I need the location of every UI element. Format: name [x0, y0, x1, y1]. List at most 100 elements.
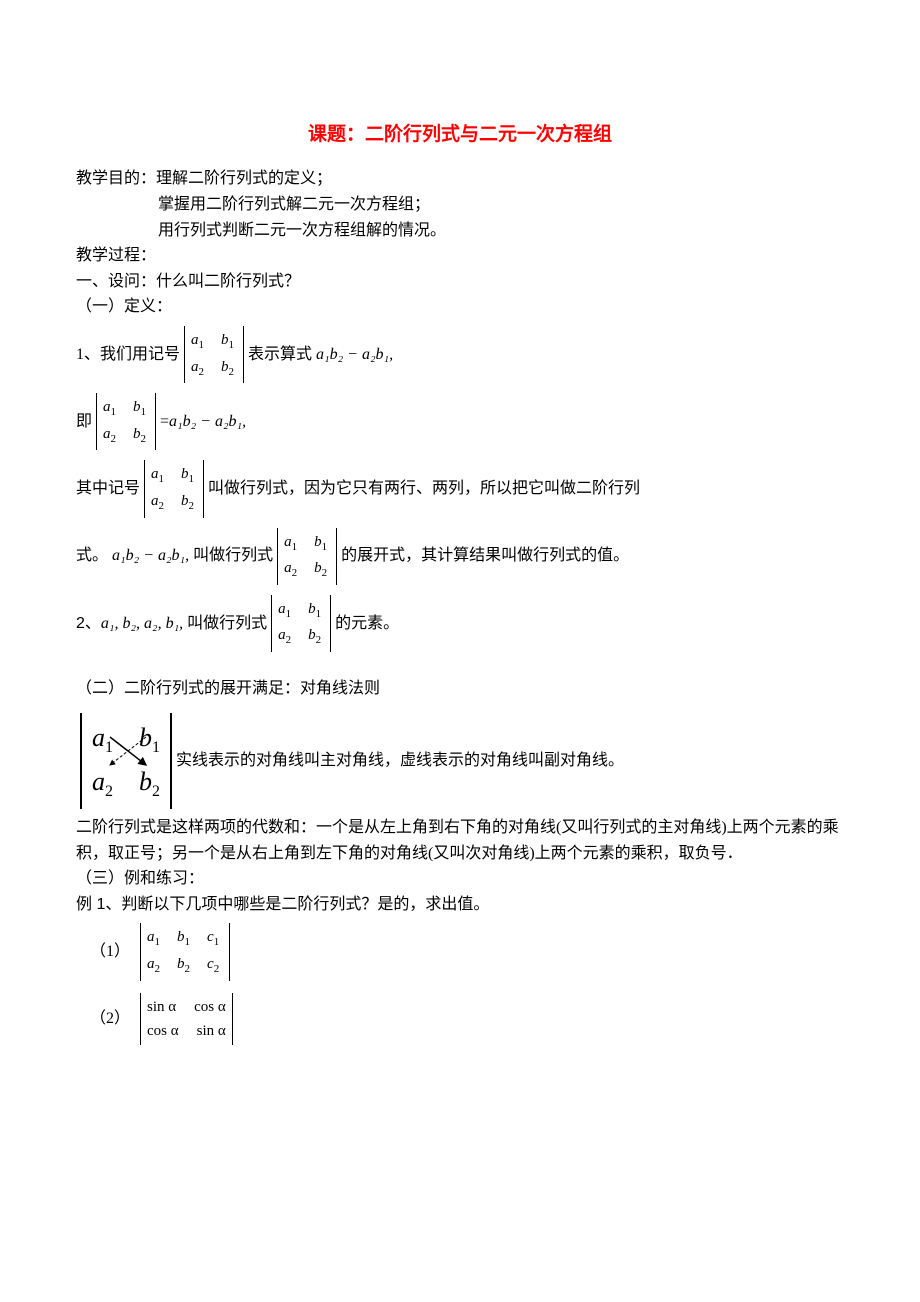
det-row: a2 b2: [278, 623, 324, 650]
det-cell: a2: [147, 952, 163, 979]
det-cell: cos α: [194, 995, 226, 1019]
math-expression: a₁b₂ − a₂b₁,: [169, 409, 246, 435]
det-row: a1 b1: [103, 395, 149, 422]
det-body: sin α cos α cos α sin α: [141, 993, 232, 1045]
text: 叫做行列式，因为它只有两行、两列，所以把它叫做二阶行列: [208, 476, 640, 502]
det-row: a2 b2: [103, 422, 149, 449]
page-title: 课题：二阶行列式与二元一次方程组: [76, 120, 844, 150]
det-cell: a2: [103, 422, 119, 449]
det-body: a1 b1 c1 a2 b2 c2: [141, 923, 229, 980]
det-body: a1 b1 a2 b2: [278, 528, 336, 585]
definition-line-4: 式。 a₁b₂ − a₂b₁, 叫做行列式 a1 b1 a2 b2 的展开式，其…: [76, 528, 844, 585]
section-heading: 一、设问：什么叫二阶行列式？: [76, 269, 844, 295]
det-row: cos α sin α: [147, 1019, 226, 1043]
definition-line-2: 即 a1 b1 a2 b2 = a₁b₂ − a₂b₁,: [76, 393, 844, 450]
det-cell: b2: [177, 952, 193, 979]
det-cell: a2: [278, 623, 294, 650]
text: 实线表示的对角线叫主对角线，虚线表示的对角线叫副对角线。: [176, 748, 624, 774]
det-cell: sin α: [197, 1019, 226, 1043]
det-cell: a1: [92, 717, 113, 761]
determinant-2x3: a1 b1 c1 a2 b2 c2: [140, 923, 230, 980]
det-row: a2 b2 c2: [147, 952, 223, 979]
paragraph: 二阶行列式是这样两项的代数和：一个是从左上角到右下角的对角线(又叫行列式的主对角…: [76, 815, 844, 866]
det-cell: b1: [314, 530, 330, 557]
det-body: a1 b1 a2 b2: [145, 460, 203, 517]
objective-item: 理解二阶行列式的定义；: [156, 170, 332, 187]
objectives-label: 教学目的：: [76, 170, 156, 187]
equals-sign: =: [160, 409, 169, 435]
example-item-2: （2） sin α cos α cos α sin α: [90, 993, 844, 1045]
det-bar-right: [232, 993, 233, 1045]
determinant-trig: sin α cos α cos α sin α: [140, 993, 233, 1045]
det-body: a1 b1 a2 b2: [97, 393, 155, 450]
det-cell: b2: [133, 422, 149, 449]
det-row: a2 b2: [191, 355, 237, 382]
det-cell: b1: [181, 462, 197, 489]
subsection-heading: （三）例和练习：: [76, 866, 844, 892]
det-cell: a1: [284, 530, 300, 557]
det-body: a1 b1 a2 b2: [272, 595, 330, 652]
det-body: a1 b1 a2 b2: [82, 713, 170, 809]
det-row: a2 b2: [284, 556, 330, 583]
objective-item: 掌握用二阶行列式解二元一次方程组；: [76, 192, 844, 218]
det-cell: a2: [284, 556, 300, 583]
det-cell: b1: [139, 717, 160, 761]
det-row: a1 b1: [284, 530, 330, 557]
text: 2、: [76, 611, 101, 637]
det-row: a1 b1: [278, 597, 324, 624]
det-cell: b2: [314, 556, 330, 583]
det-cell: b2: [308, 623, 324, 650]
det-row: a1 b1: [191, 328, 237, 355]
page: 课题：二阶行列式与二元一次方程组 教学目的：理解二阶行列式的定义； 掌握用二阶行…: [0, 0, 920, 1151]
det-cell: a1: [103, 395, 119, 422]
subsection-heading: （二）二阶行列式的展开满足：对角线法则: [76, 676, 844, 702]
example-number: （1）: [90, 939, 130, 965]
det-cell: b2: [139, 761, 160, 805]
process-label: 教学过程：: [76, 243, 844, 269]
det-row: a1 b1: [151, 462, 197, 489]
det-bar-right: [336, 528, 337, 585]
math-expression: a₁b₂ − a₂b₁,: [112, 543, 189, 569]
det-cell: sin α: [147, 995, 176, 1019]
definition-line-3: 其中记号 a1 b1 a2 b2 叫做行列式，因为它只有两行、两列，所以把它叫做…: [76, 460, 844, 517]
determinant-diagonal-diagram: a1 b1 a2 b2: [76, 713, 176, 809]
det-cell: a2: [151, 489, 167, 516]
det-cell: c2: [207, 952, 223, 979]
example-label: 例 1、判断以下几项中哪些是二阶行列式？是的，求出值。: [76, 892, 844, 918]
det-cell: a1: [191, 328, 207, 355]
text: 叫做行列式: [187, 611, 267, 637]
det-cell: a1: [151, 462, 167, 489]
diagonal-rule: a1 b1 a2 b2: [76, 713, 844, 809]
det-cell: a2: [92, 761, 113, 805]
det-cell: a2: [191, 355, 207, 382]
det-cell: b1: [177, 925, 193, 952]
determinant-2x2: a1 b1 a2 b2: [184, 326, 244, 383]
example-number: （2）: [90, 1006, 130, 1032]
text: 式。: [76, 543, 108, 569]
det-cell: c1: [207, 925, 223, 952]
det-cell: cos α: [147, 1019, 179, 1043]
example-item-1: （1） a1 b1 c1 a2 b2 c2: [90, 923, 844, 980]
det-bar-right: [170, 713, 172, 809]
definition-line-5: 2、 a₁, b₂, a₂, b₁, 叫做行列式 a1 b1 a2 b2 的元素…: [76, 595, 844, 652]
det-row: a2 b2: [151, 489, 197, 516]
text: 的展开式，其计算结果叫做行列式的值。: [341, 543, 629, 569]
text: 即: [76, 409, 92, 435]
objectives-block: 教学目的：理解二阶行列式的定义；: [76, 166, 844, 192]
text: 1、我们用记号: [76, 342, 180, 368]
det-cell: a1: [278, 597, 294, 624]
text: 叫做行列式: [193, 543, 273, 569]
det-cell: b2: [181, 489, 197, 516]
text: 的元素。: [335, 611, 399, 637]
determinant-2x2: a1 b1 a2 b2: [96, 393, 156, 450]
determinant-2x2: a1 b1 a2 b2: [271, 595, 331, 652]
det-row: a1 b1 c1: [147, 925, 223, 952]
det-row: a2 b2: [92, 761, 160, 805]
det-row: sin α cos α: [147, 995, 226, 1019]
det-bar-right: [229, 923, 230, 980]
determinant-2x2: a1 b1 a2 b2: [277, 528, 337, 585]
det-bar-right: [243, 326, 244, 383]
subsection-heading: （一）定义：: [76, 294, 844, 320]
det-cell: b1: [221, 328, 237, 355]
determinant-2x2: a1 b1 a2 b2: [144, 460, 204, 517]
